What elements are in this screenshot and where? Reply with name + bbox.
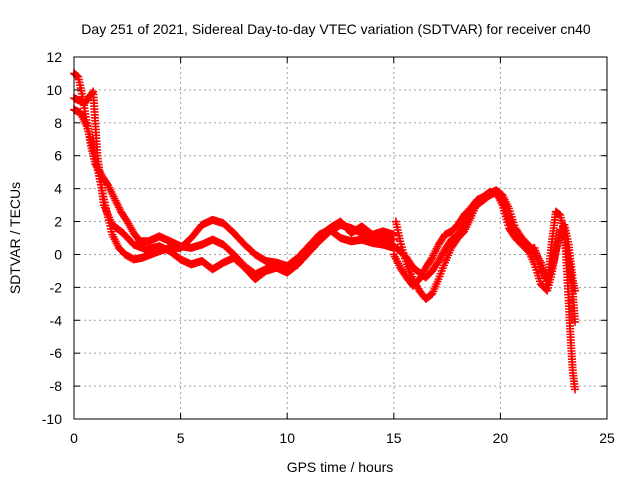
data-point [571,385,580,394]
data-point [571,317,580,326]
y-tick-label: 6 [54,148,62,164]
y-tick-label: 12 [46,49,62,65]
series-track-2 [70,105,398,270]
data-point [542,285,551,294]
data-point [559,230,568,239]
plot-frame [73,56,608,420]
y-tick-label: -8 [50,378,63,394]
data-point [88,88,97,97]
data-point [73,71,82,80]
x-tick-label: 20 [493,430,509,446]
y-tick-label: -10 [42,411,62,427]
data-point [555,210,564,219]
data-point [389,230,398,239]
series-track-3 [70,87,398,284]
x-tick-label: 0 [70,430,78,446]
y-tick-label: 4 [54,181,62,197]
y-tick-label: -4 [50,312,63,328]
x-axis-label: GPS time / hours [287,459,394,475]
series-layer [70,69,580,394]
series-track-6 [389,187,580,326]
ticks: 0 5 10 15 20 25 -10 -8 -6 -4 -2 0 2 4 6 8 10 12 [42,49,615,446]
x-tick-label: 25 [599,430,615,446]
y-tick-label: 10 [46,82,62,98]
y-tick-label: 8 [54,115,62,131]
chart-title: Day 251 of 2021, Sidereal Day-to-day VTE… [81,21,591,37]
x-tick-label: 5 [177,430,185,446]
y-axis-label: SDTVAR / TECUs [7,182,23,294]
y-tick-label: -2 [50,279,63,295]
series-track-4 [391,186,580,394]
y-tick-label: -6 [50,345,63,361]
x-tick-label: 15 [386,430,402,446]
x-tick-label: 10 [279,430,295,446]
y-tick-label: 2 [54,214,62,230]
y-tick-label: 0 [54,246,62,262]
